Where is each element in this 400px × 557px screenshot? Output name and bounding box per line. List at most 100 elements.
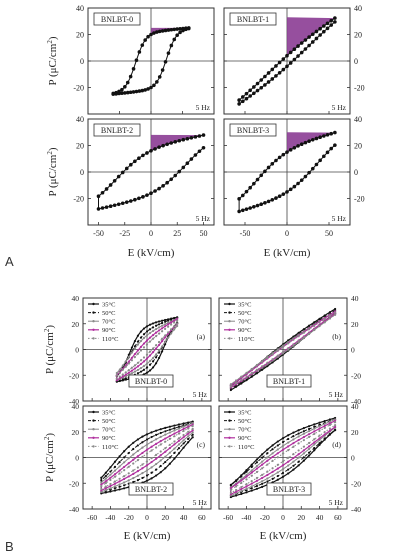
x-tick-label: 60 [334,513,342,522]
data-point [261,365,264,368]
data-point [266,456,269,459]
data-point [100,476,103,479]
data-point [127,355,130,358]
data-point [132,462,135,465]
data-point [237,98,241,102]
data-point [277,70,282,75]
data-point [333,143,337,147]
data-point [100,481,103,484]
data-point [323,424,326,428]
data-point [114,92,118,96]
legend-marker [228,428,231,431]
data-point [164,426,167,429]
data-point [307,332,311,335]
data-point [130,366,134,369]
y-tick-label: 0 [75,346,79,355]
y-tick-label: 40 [72,294,80,303]
data-point [132,480,135,484]
data-point [137,50,142,54]
y-tick-label: -20 [354,195,365,204]
data-point [277,60,282,65]
data-point [113,485,117,488]
data-point [136,478,139,482]
data-point [109,487,112,490]
data-point [148,350,152,353]
data-point [136,455,139,458]
data-point [318,443,321,446]
y-axis-label: P (μC/cm2) [43,433,56,482]
y-tick-label: 0 [354,57,358,66]
data-point [182,446,185,449]
data-point [244,91,249,96]
data-point [318,437,321,440]
data-point [165,180,169,185]
data-point [333,16,337,20]
data-point [287,468,290,471]
legend-marker [228,419,231,422]
data-point [255,470,259,474]
data-point [323,419,326,423]
data-point [118,455,121,458]
loop-90c [100,423,194,492]
data-point [252,85,256,89]
data-point [116,202,121,207]
x-tick-label: 20 [298,513,306,522]
subplot-bnlbt-3: -40 -20 0 20 40 -60 -40 -20 0 20 40 60 35°C 50°C 70°C9… [218,402,361,522]
data-point [297,460,300,463]
data-point [328,418,331,421]
x-tick-label: 40 [316,513,324,522]
data-point [118,469,121,472]
data-point [182,427,185,431]
data-point [109,478,112,482]
data-point [109,490,112,493]
subplot-tag: (d) [332,440,341,449]
data-point [153,147,157,151]
data-point [104,205,109,209]
data-point [177,425,181,428]
data-point [197,134,202,138]
data-point [255,467,259,470]
data-point [116,174,121,179]
y-tick-label: -20 [73,84,84,93]
data-point [302,435,305,439]
data-point [296,181,300,186]
data-point [276,440,279,443]
data-point [328,317,331,320]
data-point [310,40,315,44]
data-point [313,425,316,428]
data-point [151,356,155,360]
legend-marker [92,436,95,439]
data-point [154,362,158,365]
data-point [177,430,181,433]
data-point [168,425,171,428]
data-point [266,477,269,480]
x-tick-label: -50 [93,229,104,238]
x-tick-label: -60 [223,513,233,522]
data-point [307,441,311,445]
data-point [145,464,149,467]
data-point [141,455,144,458]
y-tick-label: 0 [80,57,84,66]
data-point [145,469,149,472]
y-tick-label: 0 [351,346,355,355]
data-point [139,366,143,370]
data-point [173,173,178,178]
data-point [124,200,129,204]
legend-entry: 110°C [102,336,118,343]
data-point [303,47,308,51]
data-point [125,80,130,85]
y-tick-label: 20 [76,31,84,40]
data-point [132,453,135,456]
data-point [176,319,179,322]
data-point [139,336,143,339]
data-point [108,183,113,187]
loop-90c [230,420,336,496]
data-point [139,345,143,348]
data-point [134,58,139,62]
data-point [148,354,152,357]
data-point [166,28,171,32]
data-point [145,339,149,342]
data-point [255,476,259,480]
data-point [137,156,141,160]
legend-entry: 90°C [102,435,115,442]
